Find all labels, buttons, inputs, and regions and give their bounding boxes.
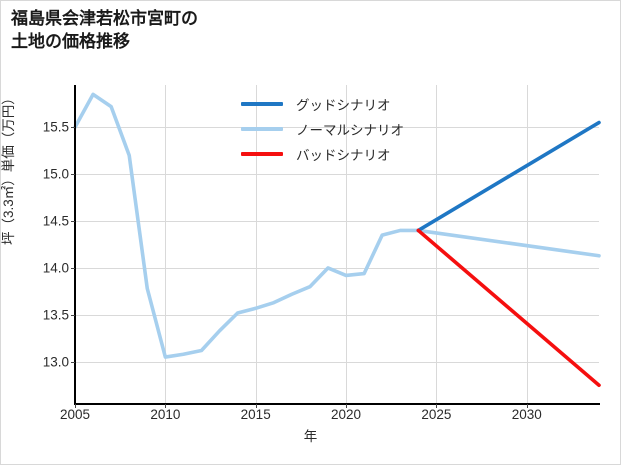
chart-title: 福島県会津若松市宮町の 土地の価格推移 — [11, 9, 198, 51]
y-tick-mark — [71, 174, 75, 176]
gridline-horizontal — [75, 361, 599, 363]
legend-swatch-normal — [241, 126, 283, 131]
legend-item-good: グッドシナリオ — [241, 91, 451, 116]
gridline-horizontal — [75, 174, 599, 176]
legend-swatch-bad — [241, 151, 283, 156]
x-tick-label: 2020 — [331, 407, 362, 422]
data-series-group — [73, 92, 601, 388]
legend-item-bad: バッドシナリオ — [241, 141, 451, 166]
legend-label-normal: ノーマルシナリオ — [296, 122, 404, 138]
gridline-horizontal — [75, 314, 599, 316]
y-tick-mark — [71, 267, 75, 269]
y-axis-line — [74, 85, 76, 405]
x-tick-label: 2025 — [421, 407, 452, 422]
y-tick-label: 15.5 — [42, 119, 69, 135]
x-tick-label: 2005 — [59, 407, 91, 422]
y-tick-mark — [71, 361, 75, 363]
x-axis-title: 年 — [303, 429, 318, 444]
gridline-horizontal — [75, 127, 599, 129]
gridline-horizontal — [75, 221, 599, 223]
x-tick-label: 2010 — [150, 407, 181, 422]
series-line-normal — [73, 92, 601, 359]
x-tick-mark — [165, 404, 167, 408]
y-tick-label: 13.0 — [42, 354, 69, 370]
x-tick-label: 2015 — [240, 407, 271, 422]
gridline-horizontal — [75, 267, 599, 269]
x-tick-mark — [436, 404, 438, 408]
x-tick-mark — [346, 404, 348, 408]
legend-item-normal: ノーマルシナリオ — [241, 116, 451, 141]
y-tick-mark — [71, 221, 75, 223]
x-tick-label: 2030 — [511, 407, 542, 422]
legend-label-good: グッドシナリオ — [296, 97, 391, 113]
legend-label-bad: バッドシナリオ — [296, 147, 391, 163]
x-axis-line — [75, 403, 600, 405]
y-tick-mark — [71, 314, 75, 316]
gridline-vertical — [255, 85, 257, 404]
legend-swatch-good — [241, 101, 283, 106]
x-tick-mark — [526, 404, 528, 408]
y-tick-label: 15.0 — [42, 166, 69, 182]
y-tick-label: 14.5 — [42, 213, 69, 229]
series-line-bad — [416, 228, 601, 388]
legend: グッドシナリオ ノーマルシナリオ バッドシナリオ — [241, 91, 451, 166]
y-tick-label: 14.0 — [42, 260, 69, 276]
x-tick-mark — [75, 404, 76, 408]
y-axis-title: 坪（3.3㎡）単価（万円） — [1, 91, 16, 245]
series-line-good — [416, 120, 601, 233]
gridline-vertical — [165, 85, 167, 404]
y-tick-mark — [71, 127, 75, 129]
y-tick-label: 13.5 — [42, 307, 69, 323]
x-tick-mark — [255, 404, 257, 408]
gridline-vertical — [346, 85, 348, 404]
